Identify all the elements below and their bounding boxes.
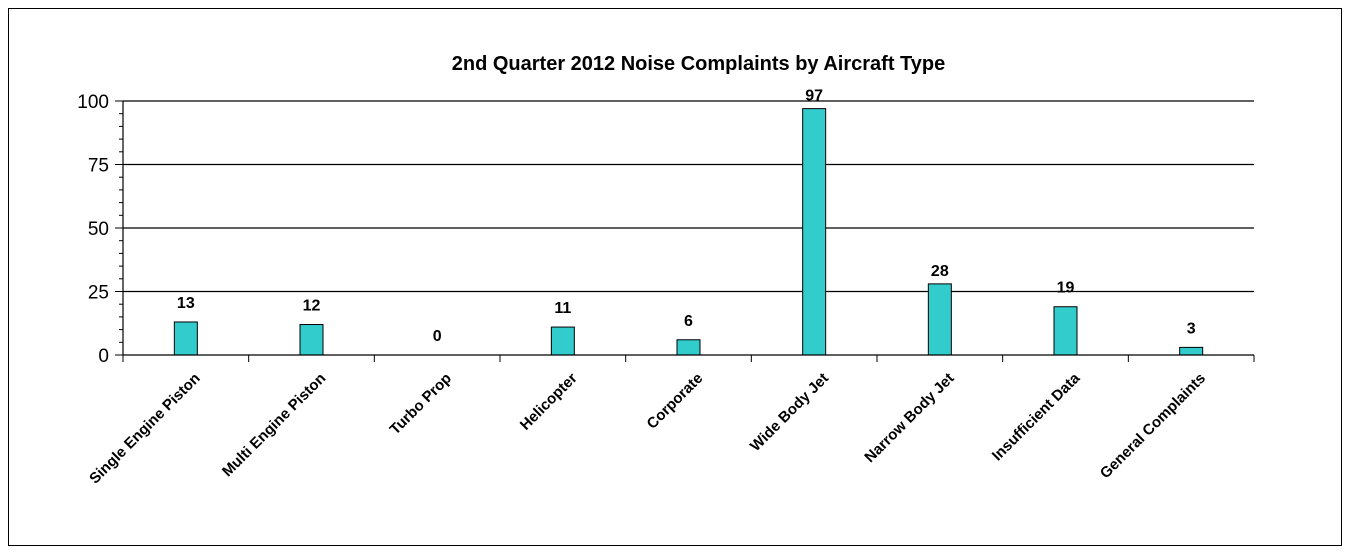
chart-frame — [8, 8, 1342, 546]
x-tick-label: Corporate — [644, 370, 707, 433]
x-tick-label: Helicopter — [517, 370, 581, 434]
data-label: 6 — [684, 313, 693, 330]
bar — [676, 339, 701, 356]
chart-title: 2nd Quarter 2012 Noise Complaints by Air… — [452, 53, 945, 75]
bars — [173, 108, 1204, 356]
data-label: 13 — [177, 295, 195, 312]
data-label: 3 — [1187, 320, 1196, 337]
data-label: 11 — [554, 300, 571, 317]
x-tick-label: Wide Body Jet — [747, 370, 832, 455]
bar — [802, 108, 827, 356]
x-tick-label: Narrow Body Jet — [861, 370, 957, 466]
x-tick-label: Multi Engine Piston — [219, 370, 329, 480]
x-tick-label: Turbo Prop — [387, 370, 455, 438]
bar — [173, 321, 198, 356]
x-tick-label: Insufficient Data — [989, 369, 1084, 464]
bar — [550, 326, 575, 356]
axes: 0 25 50 75 100 Single Engine Piston Multi Engi… — [77, 92, 1255, 488]
y-tick-label: 50 — [88, 219, 109, 240]
x-tick-label: General Complaints — [1097, 370, 1209, 482]
y-tick-label: 100 — [77, 92, 109, 113]
data-label: 12 — [303, 298, 321, 315]
bar — [299, 324, 324, 356]
data-labels: 13 12 0 11 6 97 28 19 3 — [177, 88, 1196, 345]
data-label: 19 — [1057, 280, 1075, 297]
data-label: 0 — [433, 328, 442, 345]
bar — [927, 283, 952, 356]
bar — [1179, 346, 1204, 356]
y-tick-label: 25 — [88, 283, 109, 304]
x-tick-label: Single Engine Piston — [86, 370, 204, 488]
y-tick-label: 0 — [98, 346, 109, 367]
y-tick-label: 75 — [88, 156, 109, 177]
data-label: 28 — [931, 263, 949, 280]
gridlines — [123, 100, 1254, 293]
data-label: 97 — [805, 88, 823, 105]
bar — [1053, 306, 1078, 356]
